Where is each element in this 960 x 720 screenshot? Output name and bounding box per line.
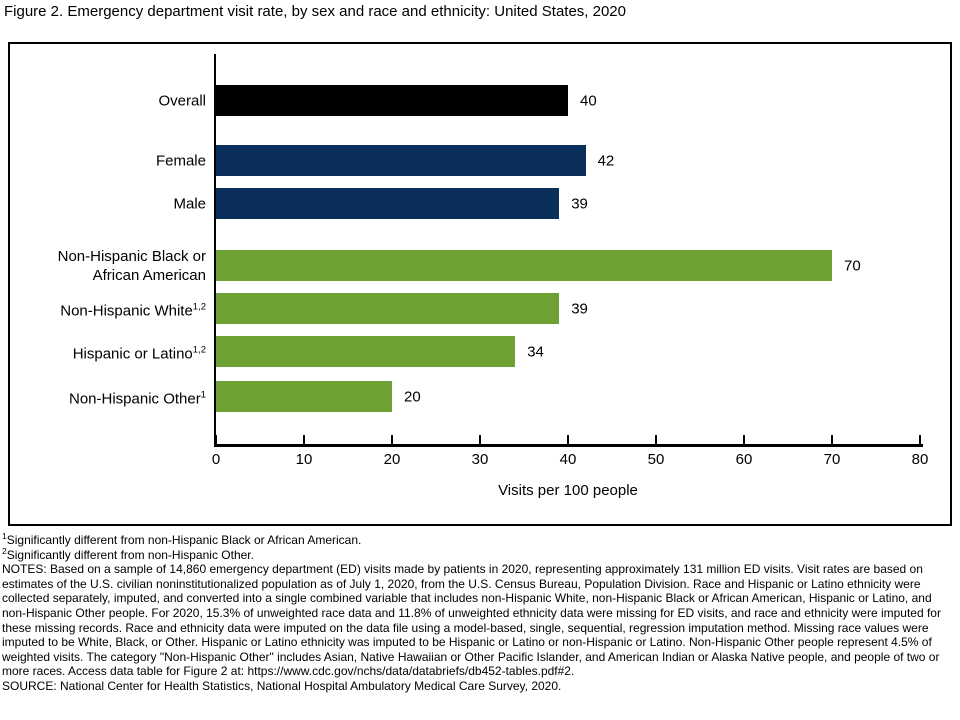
x-tick-label: 30	[471, 451, 489, 468]
bar	[216, 336, 516, 367]
x-tick	[743, 435, 745, 444]
x-tick-label: 70	[823, 451, 841, 468]
x-tick-label: 0	[211, 451, 221, 468]
bar-label: Female	[155, 152, 206, 169]
footnote-2: 2Significantly different from non-Hispan…	[2, 545, 958, 563]
bar-value: 39	[571, 300, 588, 317]
x-tick	[831, 435, 833, 444]
bar	[216, 145, 586, 176]
x-tick-label: 60	[735, 451, 753, 468]
x-tick-label: 50	[647, 451, 665, 468]
x-tick	[919, 435, 921, 444]
x-tick-label: 80	[911, 451, 929, 468]
notes-text: NOTES: Based on a sample of 14,860 emerg…	[2, 562, 941, 679]
x-tick	[479, 435, 481, 444]
bar	[216, 188, 560, 219]
footnote-1: 1Significantly different from non-Hispan…	[2, 531, 958, 548]
source-text: SOURCE: National Center for Health Stati…	[2, 678, 562, 693]
x-tick	[215, 435, 217, 444]
bar-value: 20	[404, 388, 421, 405]
x-tick	[303, 435, 305, 444]
footnote-1-sup: 1	[2, 531, 7, 541]
bar-label-sup: 1	[200, 389, 206, 400]
bar-value: 42	[597, 152, 615, 169]
bar-label-sup: 1,2	[192, 344, 206, 355]
bar-label: Non-Hispanic Other1	[68, 389, 206, 407]
footnote-2-sup: 2	[2, 545, 7, 556]
bar-label: Non-Hispanic Black or African American	[57, 247, 206, 284]
bar-value: 70	[844, 257, 861, 274]
bar	[216, 250, 832, 281]
bar-value: 40	[580, 92, 597, 109]
bar-value: 34	[527, 343, 544, 360]
bar-label: Overall	[158, 92, 206, 109]
bar-label: Hispanic or Latino1,2	[72, 344, 206, 362]
bar-label: Male	[173, 195, 206, 212]
footnotes: 1Significantly different from non-Hispan…	[2, 531, 958, 694]
footnote-1-text: Significantly different from non-Hispani…	[6, 533, 362, 547]
x-tick-label: 20	[383, 451, 401, 468]
plot-area: Visits per 100 people 0 10 20 30 40 50 60 70 80 O…	[10, 44, 950, 524]
bar	[216, 85, 568, 116]
figure-title: Figure 2. Emergency department visit rat…	[4, 3, 626, 20]
bar-label-sup: 1,2	[192, 301, 206, 312]
bar-label: Non-Hispanic White1,2	[60, 301, 206, 319]
chart-frame: Visits per 100 people 0 10 20 30 40 50 60 70 80 O…	[8, 42, 952, 526]
x-tick-label: 10	[295, 451, 313, 468]
x-tick-label: 40	[559, 451, 577, 468]
bar-value: 39	[571, 195, 588, 212]
x-tick	[655, 435, 657, 444]
y-axis-line	[214, 54, 216, 446]
bar	[216, 381, 392, 412]
footnote-2-text: Significantly different from non-Hispani…	[6, 547, 254, 562]
x-tick	[567, 435, 569, 444]
x-axis-line	[214, 444, 923, 447]
bar	[216, 293, 560, 324]
x-axis-title: Visits per 100 people	[498, 482, 638, 499]
x-tick	[391, 435, 393, 444]
